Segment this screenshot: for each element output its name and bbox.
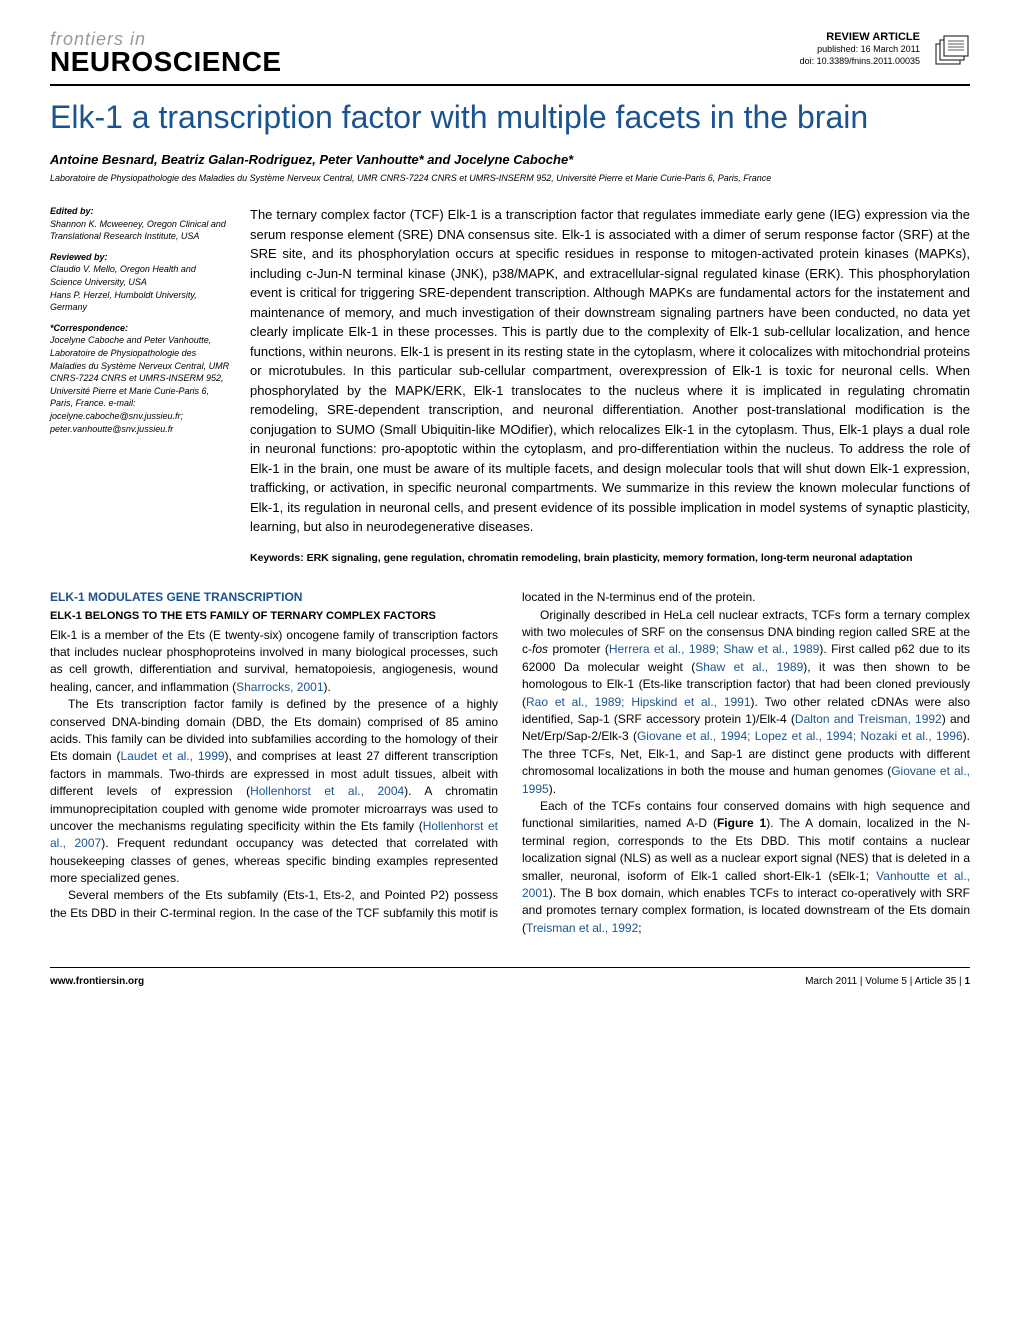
body-text: ). Frequent redundant occupancy was dete… [50, 836, 498, 885]
citation-link[interactable]: Laudet et al., 1999 [120, 749, 224, 763]
body-text: promoter ( [548, 642, 609, 656]
body-text: ; [638, 921, 641, 935]
citation-link[interactable]: Hollenhorst et al., 2004 [250, 784, 404, 798]
italic-text: fos [532, 642, 548, 656]
abstract-column: The ternary complex factor (TCF) Elk-1 i… [250, 205, 970, 565]
paragraph: Elk-1 is a member of the Ets (E twenty-s… [50, 627, 498, 697]
meta-abstract-row: Edited by: Shannon K. Mcweeney, Oregon C… [50, 205, 970, 565]
body-text: ). [324, 680, 331, 694]
subsection-heading: ELK-1 BELONGS TO THE ETS FAMILY OF TERNA… [50, 609, 498, 625]
header-right: REVIEW ARTICLE published: 16 March 2011 … [800, 30, 970, 70]
body-content: ELK-1 MODULATES GENE TRANSCRIPTION ELK-1… [50, 589, 970, 937]
edited-by-heading: Edited by: [50, 205, 230, 218]
paragraph: Each of the TCFs contains four conserved… [522, 798, 970, 937]
paper-stack-icon [930, 30, 970, 70]
authors: Antoine Besnard, Beatriz Galan-Rodriguez… [50, 152, 970, 167]
footer-right-text: March 2011 | Volume 5 | Article 35 | [805, 976, 964, 987]
footer-url: www.frontiersin.org [50, 976, 144, 987]
journal-name-bottom: NEUROSCIENCE [50, 48, 282, 76]
reviewed-by-heading: Reviewed by: [50, 251, 230, 264]
meta-column: Edited by: Shannon K. Mcweeney, Oregon C… [50, 205, 230, 565]
citation-link[interactable]: Treisman et al., 1992 [526, 921, 638, 935]
body-text: ). [549, 782, 556, 796]
page-footer: www.frontiersin.org March 2011 | Volume … [50, 967, 970, 987]
article-title: Elk-1 a transcription factor with multip… [50, 98, 970, 136]
paragraph: Originally described in HeLa cell nuclea… [522, 607, 970, 798]
published-date: published: 16 March 2011 [800, 44, 920, 56]
reviewed-by-2: Hans P. Herzel, Humboldt University, Ger… [50, 289, 230, 314]
journal-logo: frontiers in NEUROSCIENCE [50, 30, 282, 76]
abstract-text: The ternary complex factor (TCF) Elk-1 i… [250, 205, 970, 537]
keywords: Keywords: ERK signaling, gene regulation… [250, 551, 970, 566]
edited-by: Shannon K. Mcweeney, Oregon Clinical and… [50, 218, 230, 243]
paragraph: The Ets transcription factor family is d… [50, 696, 498, 887]
doi: doi: 10.3389/fnins.2011.00035 [800, 56, 920, 68]
citation-link[interactable]: Sharrocks, 2001 [236, 680, 323, 694]
citation-link[interactable]: Giovane et al., 1994; Lopez et al., 1994… [637, 729, 963, 743]
publication-info: REVIEW ARTICLE published: 16 March 2011 … [800, 30, 920, 68]
correspondence: Jocelyne Caboche and Peter Vanhoutte, La… [50, 334, 230, 435]
section-heading: ELK-1 MODULATES GENE TRANSCRIPTION [50, 589, 498, 606]
footer-citation: March 2011 | Volume 5 | Article 35 | 1 [805, 976, 970, 987]
correspondence-heading: *Correspondence: [50, 322, 230, 335]
citation-link[interactable]: Rao et al., 1989; Hipskind et al., 1991 [526, 695, 751, 709]
article-type: REVIEW ARTICLE [800, 30, 920, 44]
citation-link[interactable]: Herrera et al., 1989; Shaw et al., 1989 [609, 642, 819, 656]
figure-ref: Figure 1 [717, 816, 766, 830]
page-header: frontiers in NEUROSCIENCE REVIEW ARTICLE… [50, 30, 970, 86]
page-number: 1 [964, 976, 970, 987]
citation-link[interactable]: Shaw et al., 1989 [695, 660, 803, 674]
citation-link[interactable]: Dalton and Treisman, 1992 [795, 712, 942, 726]
affiliation: Laboratoire de Physiopathologie des Mala… [50, 173, 970, 185]
reviewed-by-1: Claudio V. Mello, Oregon Health and Scie… [50, 263, 230, 288]
